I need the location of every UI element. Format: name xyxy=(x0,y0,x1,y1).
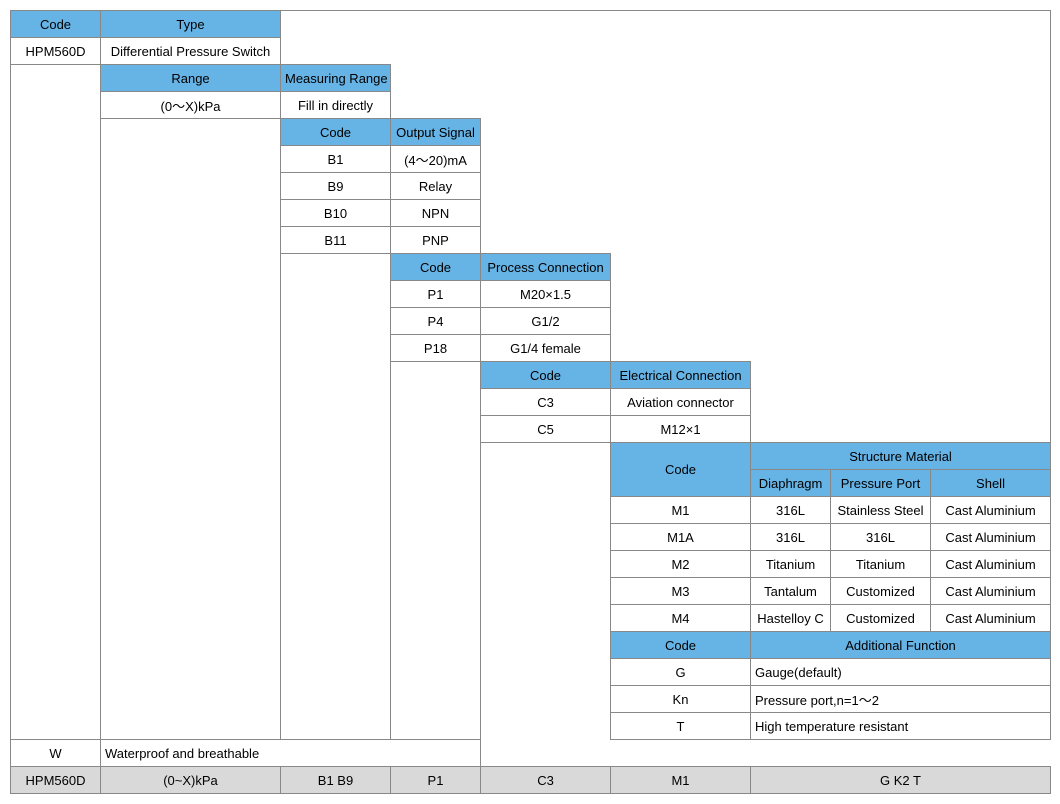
hdr-shell: Shell xyxy=(931,470,1051,497)
elec-row: C3 xyxy=(481,389,611,416)
mat-row: 316L xyxy=(751,524,831,551)
mat-row: Titanium xyxy=(751,551,831,578)
cell-product-code: HPM560D xyxy=(11,38,101,65)
hdr-diaphragm: Diaphragm xyxy=(751,470,831,497)
example-model: HPM560D xyxy=(11,767,101,794)
mat-row: Cast Aluminium xyxy=(931,578,1051,605)
mat-row: 316L xyxy=(751,497,831,524)
add-row: High temperature resistant xyxy=(751,713,1051,740)
mat-row: 316L xyxy=(831,524,931,551)
mat-row: M1A xyxy=(611,524,751,551)
example-additional: G K2 T xyxy=(751,767,1051,794)
mat-row: M3 xyxy=(611,578,751,605)
mat-row: Tantalum xyxy=(751,578,831,605)
output-row: B10 xyxy=(281,200,391,227)
add-row: Pressure port,n=1～2 xyxy=(751,686,1051,713)
output-row: NPN xyxy=(391,200,481,227)
add-row: Kn xyxy=(611,686,751,713)
cell-measuring-range: Fill in directly xyxy=(281,92,391,119)
hdr-range: Range xyxy=(101,65,281,92)
hdr-add-code: Code xyxy=(611,632,751,659)
mat-row: M1 xyxy=(611,497,751,524)
mat-row: Stainless Steel xyxy=(831,497,931,524)
hdr-elec-code: Code xyxy=(481,362,611,389)
elec-row: C5 xyxy=(481,416,611,443)
process-row: P4 xyxy=(391,308,481,335)
add-row: Waterproof and breathable xyxy=(101,740,481,767)
elec-row: Aviation connector xyxy=(611,389,751,416)
output-row: PNP xyxy=(391,227,481,254)
process-row: P18 xyxy=(391,335,481,362)
hdr-add-func: Additional Function xyxy=(751,632,1051,659)
mat-row: Cast Aluminium xyxy=(931,497,1051,524)
process-row: M20×1.5 xyxy=(481,281,611,308)
mat-row: M2 xyxy=(611,551,751,578)
hdr-product-code: Code xyxy=(11,11,101,38)
cell-range: (0～X)kPa xyxy=(101,92,281,119)
mat-row: Cast Aluminium xyxy=(931,551,1051,578)
example-material: M1 xyxy=(611,767,751,794)
hdr-output-signal: Output Signal xyxy=(391,119,481,146)
add-row: G xyxy=(611,659,751,686)
example-electrical: C3 xyxy=(481,767,611,794)
add-row: Gauge(default) xyxy=(751,659,1051,686)
output-row: B1 xyxy=(281,146,391,173)
ordering-code-table: Code Type HPM560D Differential Pressure … xyxy=(10,10,1051,794)
mat-row: Titanium xyxy=(831,551,931,578)
hdr-product-type: Type xyxy=(101,11,281,38)
process-row: P1 xyxy=(391,281,481,308)
output-row: B11 xyxy=(281,227,391,254)
process-row: G1/2 xyxy=(481,308,611,335)
process-row: G1/4 female xyxy=(481,335,611,362)
mat-row: Customized xyxy=(831,578,931,605)
output-row: (4～20)mA xyxy=(391,146,481,173)
hdr-pressure-port: Pressure Port xyxy=(831,470,931,497)
add-row: T xyxy=(611,713,751,740)
cell-product-type: Differential Pressure Switch xyxy=(101,38,281,65)
elec-row: M12×1 xyxy=(611,416,751,443)
hdr-measuring-range: Measuring Range xyxy=(281,65,391,92)
add-row: W xyxy=(11,740,101,767)
example-output: B1 B9 xyxy=(281,767,391,794)
hdr-process-code: Code xyxy=(391,254,481,281)
mat-row: Customized xyxy=(831,605,931,632)
hdr-output-code: Code xyxy=(281,119,391,146)
hdr-structure-material: Structure Material xyxy=(751,443,1051,470)
output-row: Relay xyxy=(391,173,481,200)
example-range: (0~X)kPa xyxy=(101,767,281,794)
mat-row: Cast Aluminium xyxy=(931,524,1051,551)
mat-row: M4 xyxy=(611,605,751,632)
mat-row: Hastelloy C xyxy=(751,605,831,632)
hdr-mat-code: Code xyxy=(611,443,751,497)
example-process: P1 xyxy=(391,767,481,794)
mat-row: Cast Aluminium xyxy=(931,605,1051,632)
output-row: B9 xyxy=(281,173,391,200)
hdr-elec-conn: Electrical Connection xyxy=(611,362,751,389)
hdr-process-conn: Process Connection xyxy=(481,254,611,281)
